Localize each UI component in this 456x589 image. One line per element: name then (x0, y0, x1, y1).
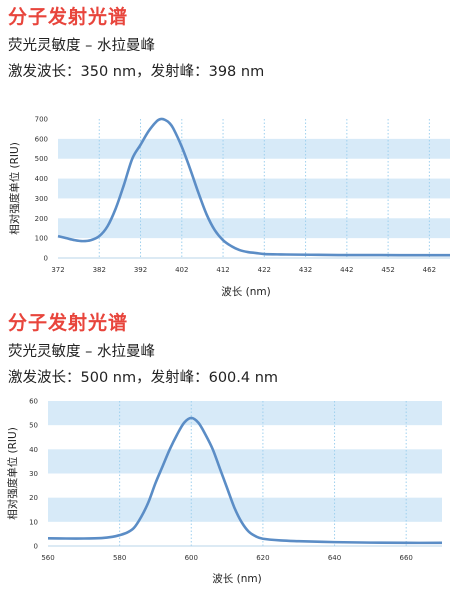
x-tick-label: 382 (93, 266, 106, 274)
x-tick-label: 462 (423, 266, 436, 274)
x-tick-label: 442 (340, 266, 353, 274)
series-line-2-0 (47, 416, 443, 545)
y-tick-label: 200 (35, 215, 48, 223)
y-tick-label: 40 (29, 446, 38, 454)
x-tick-label: 560 (41, 554, 54, 562)
x-tick-label: 452 (381, 266, 394, 274)
y-tick-label: 100 (35, 235, 48, 243)
y-tick-label: 30 (29, 470, 38, 478)
band-2-3 (48, 449, 442, 474)
x-tick-label: 422 (258, 266, 271, 274)
y-tick-label: 0 (34, 543, 38, 551)
y-tick-label: 500 (35, 155, 48, 163)
x-axis-label: 波长 (nm) (221, 285, 270, 298)
x-tick-label: 600 (185, 554, 198, 562)
x-tick-label: 392 (134, 266, 147, 274)
band-1-3 (58, 178, 450, 199)
y-tick-label: 10 (29, 518, 38, 526)
y-tick-label: 20 (29, 494, 38, 502)
y-tick-label: 700 (35, 116, 48, 124)
x-tick-label: 412 (216, 266, 229, 274)
section-1-title: 分子发射光谱 (8, 6, 129, 28)
x-tick-label: 620 (256, 554, 269, 562)
band-1-5 (58, 138, 450, 159)
y-axis-label: 相对强度单位 (RIU) (6, 427, 19, 520)
chart-1: 0 100 200 300 400 500 600 700 372 382 392 402 412 422… (8, 116, 450, 298)
section-2-title: 分子发射光谱 (8, 312, 129, 334)
y-tick-label: 400 (35, 175, 48, 183)
x-tick-label: 580 (113, 554, 126, 562)
x-tick-label: 372 (51, 266, 64, 274)
section-1-info: 激发波长：350 nm，发射峰：398 nm (8, 64, 265, 80)
band-2-1 (48, 497, 442, 522)
x-tick-label: 432 (299, 266, 312, 274)
band-2-5 (48, 401, 442, 426)
section-2-subtitle: 荧光灵敏度 – 水拉曼峰 (8, 344, 155, 360)
section-1-subtitle: 荧光灵敏度 – 水拉曼峰 (8, 38, 155, 54)
x-tick-label: 640 (328, 554, 341, 562)
y-tick-label: 600 (35, 135, 48, 143)
x-tick-label: 402 (175, 266, 188, 274)
y-axis-label: 相对强度单位 (RIU) (8, 142, 21, 235)
x-tick-label: 660 (399, 554, 412, 562)
y-tick-label: 0 (44, 255, 48, 263)
section-2-info: 激发波长：500 nm，发射峰：600.4 nm (8, 370, 279, 386)
y-tick-label: 50 (29, 422, 38, 430)
x-axis-label: 波长 (nm) (212, 572, 261, 585)
series-line-1-0 (57, 117, 450, 257)
chart-2: 0 10 20 30 40 50 60 560 580 600 620 640 660 波长 (nm) 相对… (6, 398, 443, 585)
y-tick-label: 300 (35, 195, 48, 203)
band-1-1 (58, 218, 450, 239)
y-tick-label: 60 (29, 398, 38, 406)
